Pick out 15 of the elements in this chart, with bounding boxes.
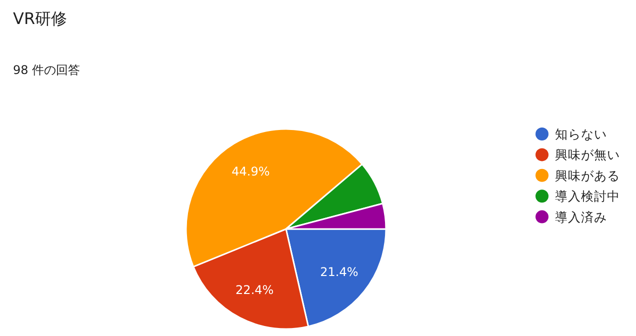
text: 98 件の回答 bbox=[13, 63, 80, 77]
pie-slice bbox=[285, 163, 384, 230]
text: VR研修 bbox=[13, 9, 68, 28]
legend-label: 知らない bbox=[555, 126, 607, 142]
pie-slice bbox=[285, 228, 387, 328]
data-label: 21.4% bbox=[320, 264, 358, 279]
data-label: 44.9% bbox=[232, 164, 270, 178]
data-label: 22.4% bbox=[236, 282, 274, 297]
legend-label: 導入済み bbox=[555, 209, 607, 224]
legend-label: 興味が無い bbox=[555, 147, 620, 162]
pie-slice bbox=[285, 202, 387, 230]
pie-slice bbox=[192, 228, 310, 330]
legend-label: 導入検討中 bbox=[555, 188, 620, 204]
legend-label: 興味がある bbox=[555, 168, 620, 183]
pie-slice bbox=[185, 128, 363, 268]
